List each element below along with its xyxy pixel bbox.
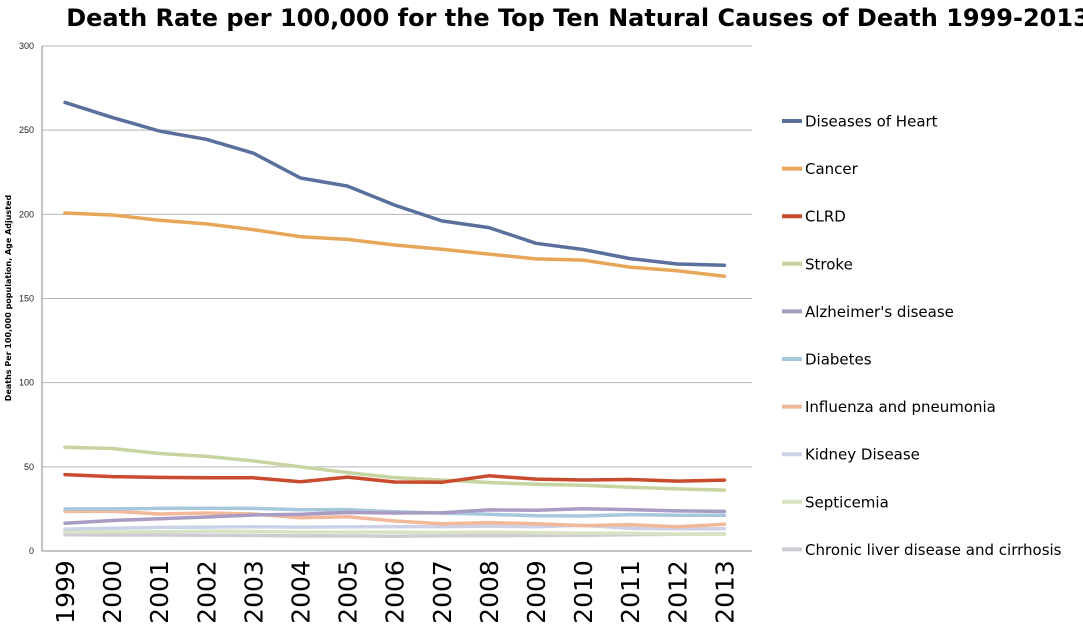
series-line-septicemia — [63, 529, 727, 536]
y-tick-label: 0 — [29, 546, 34, 556]
x-tick-labels: 1999 2000 2001 2002 2003 2004 2005 2006 2007 2008… — [51, 560, 739, 624]
x-tick-label: 2002 — [192, 560, 221, 624]
y-tick-label: 150 — [19, 294, 34, 304]
y-tick-label: 100 — [19, 378, 34, 388]
series-line-kidney-disease — [63, 523, 727, 531]
x-tick-label: 2012 — [663, 560, 692, 624]
x-tick-label: 2008 — [475, 560, 504, 624]
x-tick-label: 2000 — [98, 560, 127, 624]
series-line-influenza-and-pneumonia — [63, 509, 727, 529]
x-tick-label: 2004 — [287, 560, 316, 624]
x-tick-label: 2013 — [710, 560, 739, 624]
y-tick-label: 250 — [19, 125, 34, 135]
legend-label: Alzheimer's disease — [805, 303, 954, 321]
y-tick-labels: 0 50 100 150 200 250 300 — [19, 41, 34, 556]
x-tick-label: 2005 — [334, 560, 363, 624]
y-tick-label: 200 — [19, 209, 34, 219]
series-line-stroke — [63, 445, 727, 492]
x-tick-label: 2007 — [428, 560, 457, 624]
series-line-clrd — [63, 472, 727, 485]
x-tick-label: 2009 — [522, 560, 551, 624]
y-tick-label: 50 — [24, 462, 34, 472]
legend-label: Diabetes — [805, 351, 872, 369]
legend-label: Septicemia — [805, 493, 889, 511]
legend-label: Influenza and pneumonia — [805, 398, 996, 416]
legend-item: Diseases of Heart — [782, 113, 938, 131]
legend-item: Septicemia — [782, 493, 889, 511]
x-tick-label: 1999 — [51, 560, 80, 624]
legend-item: Cancer — [782, 160, 859, 178]
legend-label: CLRD — [805, 208, 846, 226]
legend-item: Influenza and pneumonia — [782, 398, 996, 416]
y-axis-label: Deaths Per 100,000 population, Age Adjus… — [4, 195, 13, 402]
gridlines — [41, 45, 752, 552]
legend-label: Diseases of Heart — [805, 113, 938, 131]
legend-label: Kidney Disease — [805, 446, 920, 464]
legend-label: Cancer — [805, 160, 859, 178]
series-lines — [63, 100, 727, 538]
series-line-alzheimer-s-disease — [63, 506, 727, 525]
x-tick-label: 2006 — [381, 560, 410, 624]
y-tick-label: 300 — [19, 41, 34, 51]
series-line-diseases-of-heart — [63, 100, 727, 267]
legend-item: Stroke — [782, 255, 853, 273]
legend-item: CLRD — [782, 208, 846, 226]
legend-item: Kidney Disease — [782, 446, 920, 464]
legend-label: Stroke — [805, 255, 853, 273]
chart-title: Death Rate per 100,000 for the Top Ten N… — [66, 4, 1083, 32]
legend: Diseases of Heart Cancer CLRD Stroke Alzheim… — [782, 113, 1062, 559]
legend-item: Chronic liver disease and cirrhosis — [782, 541, 1062, 559]
legend-item: Diabetes — [782, 351, 872, 369]
series-line-cancer — [63, 211, 727, 279]
legend-label: Chronic liver disease and cirrhosis — [805, 541, 1062, 559]
x-tick-label: 2011 — [616, 560, 645, 624]
x-tick-label: 2010 — [569, 560, 598, 624]
legend-item: Alzheimer's disease — [782, 303, 954, 321]
x-tick-label: 2003 — [239, 560, 268, 624]
x-tick-label: 2001 — [145, 560, 174, 624]
